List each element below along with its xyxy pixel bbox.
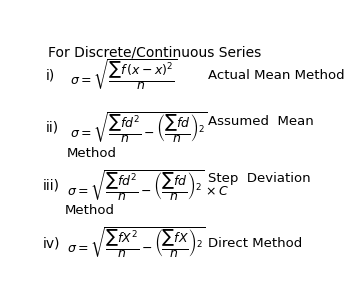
Text: For Discrete/Continuous Series: For Discrete/Continuous Series	[48, 45, 261, 59]
Text: iii): iii)	[43, 179, 60, 193]
Text: ii): ii)	[46, 121, 59, 135]
Text: $\sigma = \sqrt{\dfrac{\sum fd^2}{n} - \left(\dfrac{\sum fd}{n}\right)^2}$: $\sigma = \sqrt{\dfrac{\sum fd^2}{n} - \…	[69, 111, 207, 145]
Text: Assumed  Mean: Assumed Mean	[208, 115, 314, 128]
Text: Actual Mean Method: Actual Mean Method	[208, 68, 344, 82]
Text: i): i)	[46, 68, 55, 82]
Text: $\sigma = \sqrt{\dfrac{\sum f\,(x - x)^2}{n}}$: $\sigma = \sqrt{\dfrac{\sum f\,(x - x)^2…	[69, 58, 178, 92]
Text: $\sigma = \sqrt{\dfrac{\sum fd^2}{n} - \left(\dfrac{\sum fd}{n}\right)^2} \times: $\sigma = \sqrt{\dfrac{\sum fd^2}{n} - \…	[67, 168, 229, 203]
Text: Method: Method	[64, 204, 114, 217]
Text: Direct Method: Direct Method	[208, 237, 302, 250]
Text: Method: Method	[67, 147, 117, 160]
Text: iv): iv)	[43, 236, 61, 250]
Text: Step  Deviation: Step Deviation	[208, 172, 311, 185]
Text: $\sigma = \sqrt{\dfrac{\sum fX^2}{n} - \left(\dfrac{\sum fX}{n}\right)^2}$: $\sigma = \sqrt{\dfrac{\sum fX^2}{n} - \…	[67, 226, 206, 260]
